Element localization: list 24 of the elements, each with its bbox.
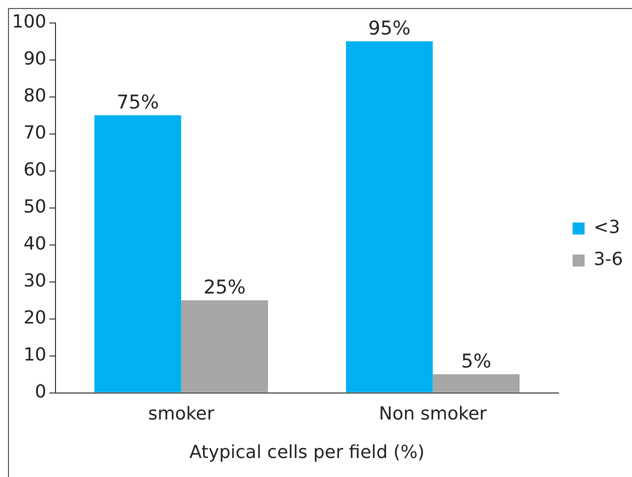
y-tick-label: 60 [23, 159, 46, 180]
y-tick-label: 40 [23, 233, 46, 254]
y-tick-label: 50 [23, 196, 46, 218]
y-tick-label: 10 [23, 344, 46, 366]
data-label: 25% [203, 276, 246, 299]
data-label: 75% [116, 92, 159, 114]
y-tick-label: 30 [23, 270, 46, 292]
legend-label: 3-6 [594, 249, 624, 270]
data-label: 95% [368, 18, 410, 40]
legend-label: <3 [594, 217, 620, 238]
x-tick-label: smoker [148, 403, 215, 424]
x-axis-title: Atypical cells per field (%) [189, 442, 425, 463]
bar [94, 115, 182, 392]
y-tick-label: 80 [23, 85, 46, 106]
data-label: 5% [461, 350, 492, 373]
y-tick-label: 20 [23, 307, 46, 328]
y-tick-label: 100 [12, 11, 46, 32]
bar [346, 41, 433, 392]
y-tick-label: 90 [23, 48, 46, 70]
y-tick-label: 70 [23, 122, 46, 144]
bar [181, 300, 268, 392]
bar [432, 374, 520, 392]
y-tick-label: 0 [34, 381, 46, 402]
x-tick-label: Non smoker [378, 403, 488, 424]
